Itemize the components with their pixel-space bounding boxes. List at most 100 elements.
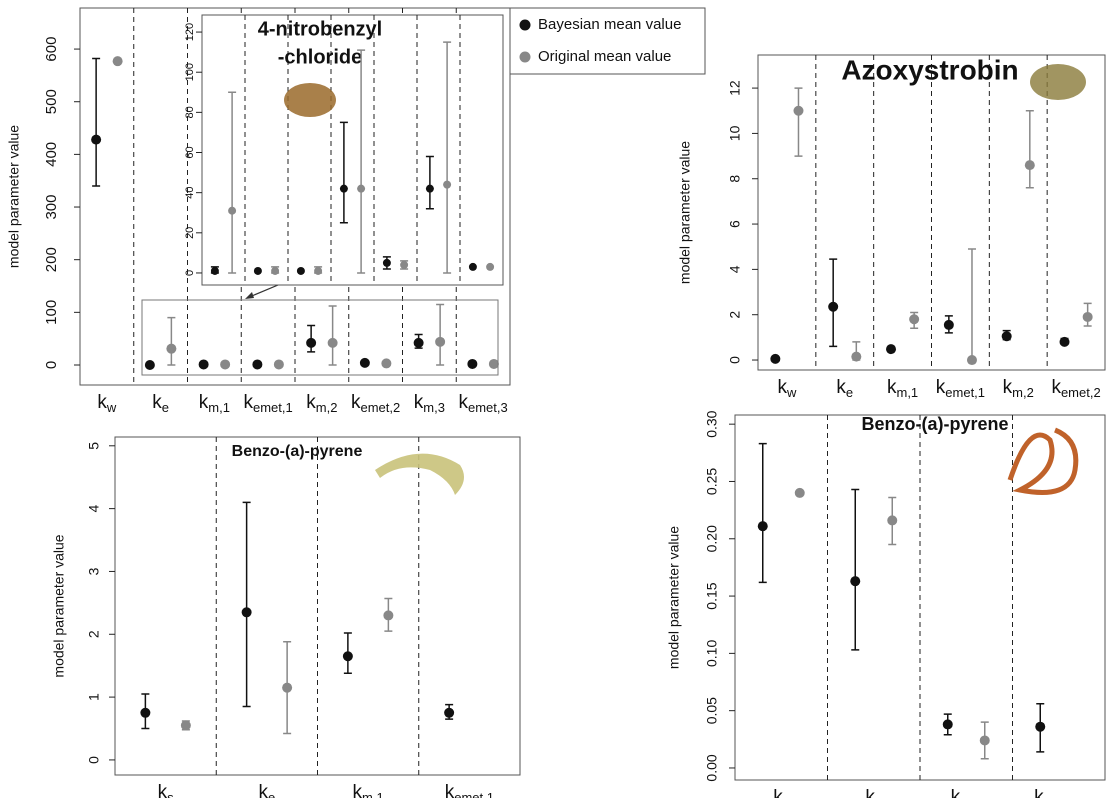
chart-title: Benzo-(a)-pyrene	[232, 443, 363, 460]
error-bar	[436, 303, 445, 366]
y-tick-label: 0	[727, 356, 743, 364]
error-bar	[339, 121, 348, 224]
error-bar	[794, 87, 803, 157]
mean-point	[425, 184, 434, 193]
mean-point	[770, 353, 781, 364]
legend: Bayesian mean value Original mean value	[509, 7, 706, 75]
mean-point	[486, 262, 495, 271]
y-tick-label: 2	[727, 311, 743, 319]
y-tick-label: 40	[184, 187, 196, 199]
error-bar	[167, 316, 176, 366]
mean-point	[1035, 721, 1046, 732]
x-tick-label: ke	[865, 787, 882, 798]
y-tick-label: 6	[727, 220, 743, 228]
y-tick-label: 0.15	[704, 582, 720, 609]
mean-point	[488, 358, 499, 369]
y-tick-label: 12	[727, 80, 743, 96]
mean-point	[241, 607, 252, 618]
mean-point	[342, 651, 353, 662]
y-axis-label: model parameter value	[666, 526, 682, 669]
mean-point	[282, 682, 293, 693]
mean-point	[794, 487, 805, 498]
y-tick-label: 120	[184, 23, 196, 41]
mean-point	[468, 262, 477, 271]
mean-point	[1059, 336, 1070, 347]
legend-marker	[519, 51, 531, 63]
mean-point	[383, 610, 394, 621]
mean-point	[144, 359, 155, 370]
mean-point	[180, 720, 191, 731]
mean-point	[850, 576, 861, 587]
y-axis-label: model parameter value	[677, 141, 693, 284]
y-axis-label: model parameter value	[6, 125, 22, 268]
error-bar	[228, 91, 237, 274]
y-tick-label: 0.30	[704, 410, 720, 437]
mean-point	[886, 344, 897, 355]
error-bar	[92, 57, 101, 187]
y-tick-label: 100	[184, 63, 196, 81]
y-axis-label: model parameter value	[51, 534, 67, 677]
y-tick-label: 80	[184, 106, 196, 118]
y-tick-label: 0.05	[704, 697, 720, 724]
mean-point	[943, 319, 954, 330]
chart-title: 4-nitrobenzyl	[258, 18, 382, 40]
mean-point	[1082, 311, 1093, 322]
y-tick-label: 600	[43, 37, 60, 62]
mean-point	[851, 351, 862, 362]
zoom-box	[141, 299, 499, 376]
mean-point	[140, 707, 151, 718]
y-tick-label: 0.25	[704, 468, 720, 495]
mean-point	[314, 266, 323, 275]
y-tick-label: 8	[727, 175, 743, 183]
y-tick-label: 500	[43, 89, 60, 114]
mean-point	[91, 134, 102, 145]
y-tick-label: 0.10	[704, 640, 720, 667]
mean-point	[828, 301, 839, 312]
plot-frame	[201, 14, 504, 286]
error-bar	[242, 501, 251, 708]
y-tick-label: 2	[86, 630, 102, 638]
y-tick-label: 0	[86, 756, 102, 764]
mean-point	[381, 358, 392, 369]
y-tick-label: 300	[43, 195, 60, 220]
mean-point	[443, 180, 452, 189]
organism-image	[375, 453, 464, 495]
organism-image	[1007, 427, 1079, 495]
mean-point	[273, 359, 284, 370]
y-tick-label: 10	[727, 125, 743, 141]
chart-title: Azoxystrobin	[841, 54, 1018, 85]
y-tick-label: 4	[86, 505, 102, 513]
legend-label: Original mean value	[538, 48, 671, 65]
error-bar	[1025, 109, 1034, 189]
mean-point	[1024, 160, 1035, 171]
organism-image	[1030, 64, 1086, 100]
mean-point	[306, 337, 317, 348]
mean-point	[966, 355, 977, 366]
mean-point	[909, 314, 920, 325]
y-tick-label: 100	[43, 300, 60, 325]
legend-frame	[509, 7, 706, 75]
mean-point	[413, 337, 424, 348]
legend-marker	[519, 19, 531, 31]
y-tick-label: 20	[184, 227, 196, 239]
mean-point	[253, 266, 262, 275]
mean-point	[112, 56, 123, 67]
mean-point	[339, 184, 348, 193]
y-tick-label: 3	[86, 567, 102, 575]
mean-point	[210, 266, 219, 275]
mean-point	[228, 206, 237, 215]
mean-point	[271, 266, 280, 275]
y-tick-label: 200	[43, 247, 60, 272]
mean-point	[382, 258, 391, 267]
y-tick-label: 0.20	[704, 525, 720, 552]
error-bar	[443, 41, 452, 274]
x-tick-label: ks	[773, 787, 790, 798]
y-tick-label: 0	[184, 270, 196, 276]
y-tick-label: 0	[43, 361, 60, 369]
error-bar	[758, 442, 767, 584]
mean-point	[887, 515, 898, 526]
mean-point	[1001, 331, 1012, 342]
chart-title: Benzo-(a)-pyrene	[861, 414, 1008, 434]
mean-point	[357, 184, 366, 193]
